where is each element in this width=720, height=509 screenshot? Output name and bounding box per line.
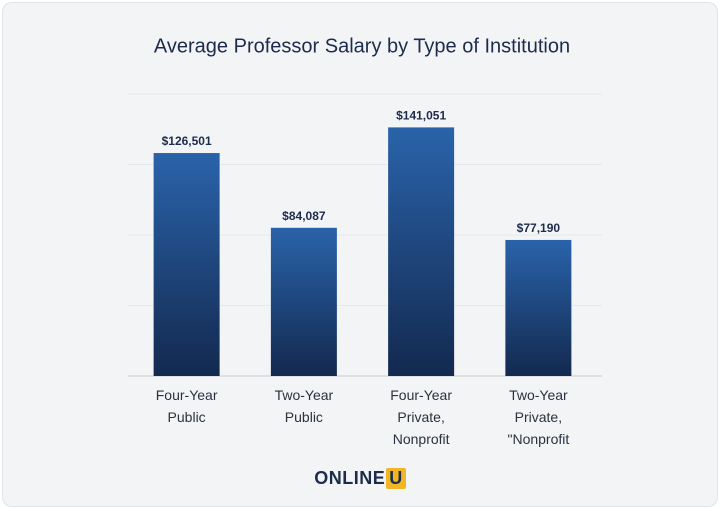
bar (153, 153, 220, 376)
bar (270, 227, 337, 376)
value-label: $84,087 (282, 209, 326, 223)
x-tick-label: Four-Year Private, Nonprofit (390, 387, 452, 447)
logo-badge: U (386, 468, 406, 489)
value-label: $126,501 (162, 134, 212, 148)
logo-text: ONLINE (314, 468, 386, 488)
bar (505, 239, 572, 376)
x-tick-label: Two-Year Private, "Nonprofit (507, 387, 570, 447)
value-label: $141,051 (396, 109, 446, 123)
x-tick-label: Four-Year Public (155, 387, 218, 425)
bar (388, 127, 455, 376)
x-tick-label: Two-Year Public (274, 387, 334, 425)
chart-title: Average Professor Salary by Type of Inst… (154, 35, 570, 57)
logo: ONLINE U (0, 468, 720, 489)
value-label: $77,190 (517, 221, 561, 235)
